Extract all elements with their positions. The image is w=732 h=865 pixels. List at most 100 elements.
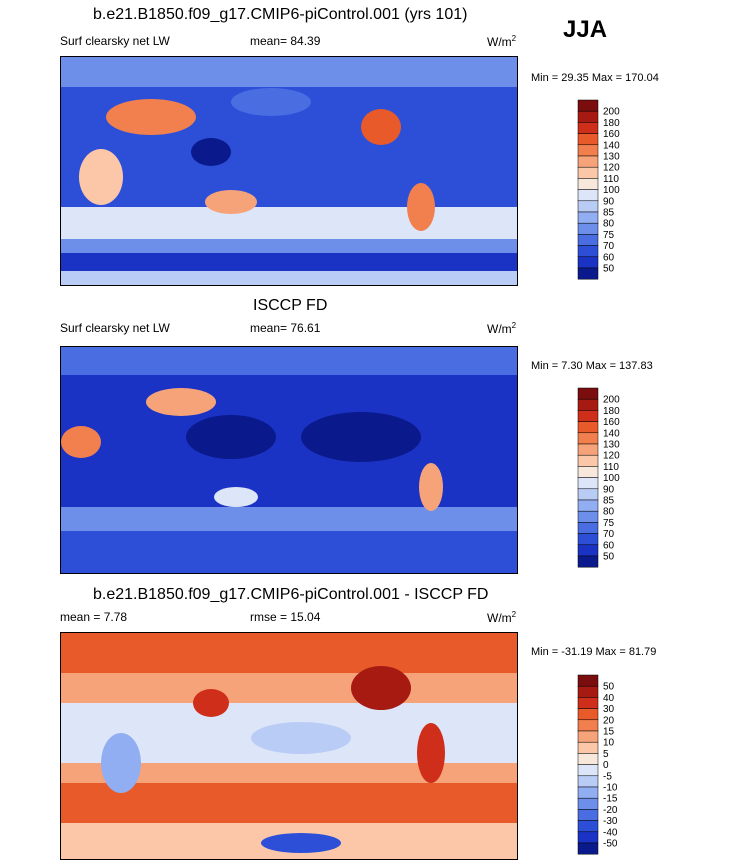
panel-1-units: W/m2 (487, 34, 517, 49)
colorbar-swatch (577, 477, 599, 490)
colorbar-tick-label: 50 (603, 264, 615, 275)
colorbar-tick-label: -20 (603, 805, 618, 816)
colorbar-tick-label: 110 (603, 462, 619, 473)
colorbar-tick-label: 70 (603, 241, 615, 252)
colorbar-tick-label: 75 (603, 518, 615, 529)
colorbar-tick-label: -40 (603, 827, 618, 838)
colorbar-swatch (577, 211, 599, 224)
colorbar-swatch (577, 510, 599, 523)
colorbar-tick-label: 60 (603, 252, 615, 263)
panel-3-rmse: rmse = 15.04 (250, 610, 321, 624)
colorbar-swatch (577, 432, 599, 445)
colorbar-swatch (577, 256, 599, 269)
colorbar-tick-label: 60 (603, 540, 615, 551)
colorbar-swatch (577, 144, 599, 157)
colorbar-swatch (577, 155, 599, 168)
colorbar-tick-label: 80 (603, 219, 615, 230)
colorbar-swatch (577, 533, 599, 546)
colorbar-tick-label: 100 (603, 473, 620, 484)
panel-3-minmax: Min = -31.19 Max = 81.79 (531, 646, 657, 658)
panel-2-field (61, 347, 517, 573)
panel-2-mean: mean= 76.61 (250, 321, 321, 335)
colorbar-tick-label: 180 (603, 406, 620, 417)
panel-1-colorbar: 200 180 160 140 130 120 110 100 90 85 80 75 70 60 50 (577, 99, 638, 285)
colorbar-swatch (577, 708, 599, 721)
panel-3-map (60, 632, 518, 860)
colorbar-tick-label: 120 (603, 163, 620, 174)
colorbar-tick-label: 140 (603, 428, 620, 439)
colorbar-tick-label: 50 (603, 552, 615, 563)
panel-3-title: b.e21.B1850.f09_g17.CMIP6-piControl.001 … (93, 586, 489, 603)
panel-3-mean: mean = 7.78 (60, 610, 128, 624)
colorbar-swatch (577, 398, 599, 411)
colorbar-swatch (577, 387, 599, 400)
colorbar-swatch (577, 410, 599, 422)
colorbar-swatch (577, 831, 599, 844)
colorbar-swatch (577, 234, 599, 246)
colorbar-tick-label: 130 (603, 152, 620, 163)
panel-1-map (60, 56, 518, 286)
colorbar-tick-label: 200 (603, 395, 620, 406)
colorbar-tick-label: 85 (603, 496, 615, 507)
colorbar-tick-label: 130 (603, 440, 620, 451)
colorbar-swatch (577, 730, 599, 743)
panel-2-units: W/m2 (487, 321, 517, 336)
colorbar-tick-label: 110 (603, 174, 619, 185)
colorbar-swatch (577, 809, 599, 821)
colorbar-swatch (577, 786, 599, 799)
colorbar-swatch (577, 443, 599, 456)
panel-2-map (60, 346, 518, 574)
colorbar-swatch (577, 122, 599, 134)
colorbar-swatch (577, 764, 599, 777)
colorbar-tick-label: 5 (603, 749, 609, 760)
colorbar-tick-label: 70 (603, 529, 615, 540)
colorbar-tick-label: 90 (603, 196, 615, 207)
colorbar-swatch (577, 719, 599, 732)
colorbar-tick-label: -50 (603, 839, 618, 850)
panel-1-title: b.e21.B1850.f09_g17.CMIP6-piControl.001 … (93, 6, 468, 23)
colorbar-tick-label: -15 (603, 794, 618, 805)
colorbar-swatch (577, 522, 599, 534)
panel-2-colorbar: 200 180 160 140 130 120 110 100 90 85 80 75 70 60 50 (577, 387, 638, 573)
panel-2-variable: Surf clearsky net LW (60, 321, 170, 335)
colorbar-swatch (577, 499, 599, 512)
colorbar-tick-label: -10 (603, 783, 618, 794)
colorbar-tick-label: -5 (603, 771, 612, 782)
colorbar-tick-label: 80 (603, 507, 615, 518)
season-label: JJA (563, 16, 608, 43)
colorbar-tick-label: 160 (603, 129, 620, 140)
colorbar-swatch (577, 166, 599, 179)
panel-3-field (61, 633, 517, 859)
colorbar-swatch (577, 685, 599, 698)
colorbar-tick-label: 200 (603, 107, 620, 118)
panel-3-units: W/m2 (487, 610, 517, 625)
colorbar-tick-label: 120 (603, 451, 620, 462)
colorbar-swatch (577, 189, 599, 202)
colorbar-swatch (577, 267, 599, 280)
colorbar-swatch (577, 110, 599, 123)
panel-2-minmax: Min = 7.30 Max = 137.83 (531, 360, 653, 372)
colorbar-tick-label: 0 (603, 760, 609, 771)
colorbar-tick-label: 15 (603, 727, 615, 738)
colorbar-swatch (577, 674, 599, 687)
colorbar-tick-label: 40 (603, 693, 615, 704)
colorbar-swatch (577, 99, 599, 112)
colorbar-swatch (577, 488, 599, 501)
colorbar-swatch (577, 178, 599, 190)
colorbar-tick-label: 85 (603, 208, 615, 219)
colorbar-swatch (577, 842, 599, 855)
colorbar-swatch (577, 741, 599, 754)
colorbar-swatch (577, 797, 599, 810)
panel-2-title: ISCCP FD (253, 297, 328, 314)
colorbar-tick-label: 50 (603, 682, 615, 693)
colorbar-tick-label: 180 (603, 118, 620, 129)
colorbar-swatch (577, 466, 599, 478)
colorbar-swatch (577, 697, 599, 709)
colorbar-swatch (577, 454, 599, 467)
colorbar-tick-label: 75 (603, 230, 615, 241)
panel-1-minmax: Min = 29.35 Max = 170.04 (531, 72, 659, 84)
panel-1-mean: mean= 84.39 (250, 34, 321, 48)
panel-1-variable: Surf clearsky net LW (60, 34, 170, 48)
panel-1-field (61, 57, 517, 285)
colorbar-tick-label: 10 (603, 738, 615, 749)
